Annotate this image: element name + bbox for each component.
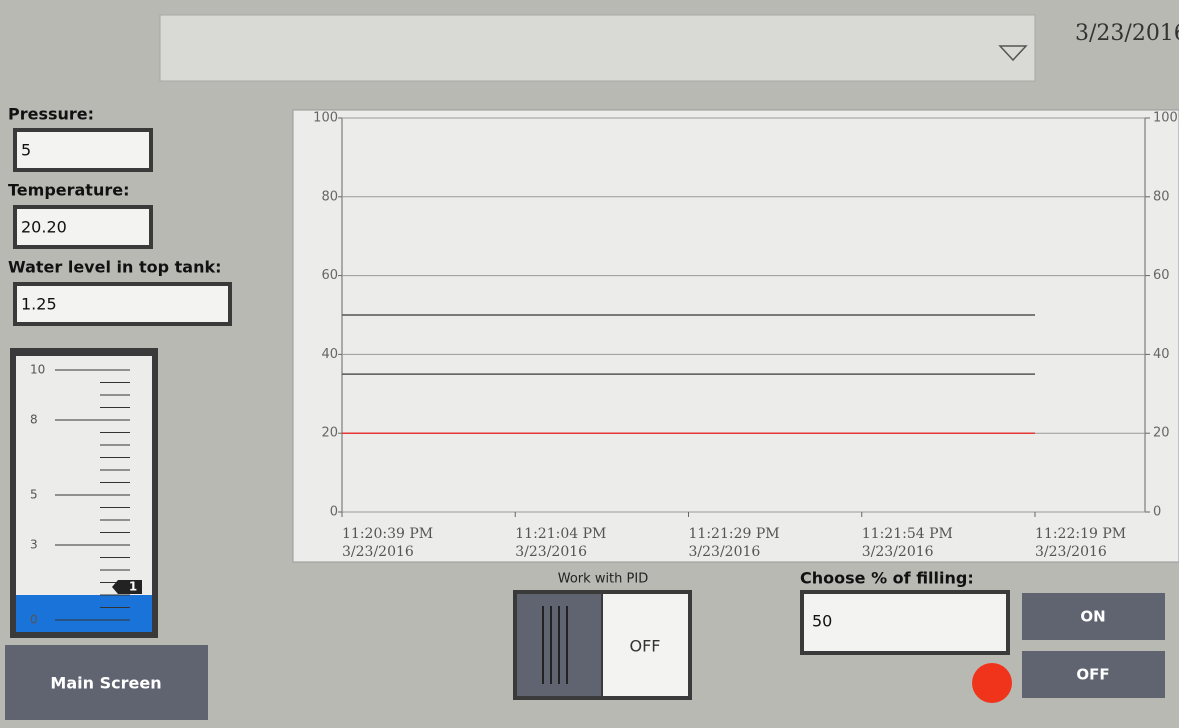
- pid-state: OFF: [630, 637, 661, 656]
- field-value: 5: [21, 141, 31, 160]
- tank-tick-label: 10: [30, 363, 45, 377]
- y-tick-label: 100: [313, 111, 338, 126]
- x-tick-date: 3/23/2016: [689, 544, 761, 560]
- field-body: [17, 132, 149, 168]
- y-tick-label: 40: [321, 347, 338, 362]
- y2-tick-label: 40: [1153, 347, 1170, 362]
- field-value: 20.20: [21, 218, 67, 237]
- status-lamp: [972, 663, 1012, 703]
- x-tick-date: 3/23/2016: [1035, 544, 1107, 560]
- button-label: Main Screen: [50, 674, 161, 693]
- tank-tick-label: 0: [30, 613, 38, 627]
- y-tick-label: 60: [321, 268, 338, 283]
- button-label: OFF: [1076, 666, 1109, 684]
- x-tick-label: 11:21:54 PM: [862, 526, 953, 542]
- chart-panel: [293, 110, 1179, 562]
- field-label: Temperature:: [8, 181, 129, 200]
- field-label: Water level in top tank:: [8, 258, 222, 277]
- y-tick-label: 0: [330, 505, 338, 520]
- filling-label: Choose % of filling:: [800, 569, 974, 588]
- y-tick-label: 80: [321, 189, 338, 204]
- filling-value: 50: [812, 612, 832, 631]
- pid-label: Work with PID: [558, 572, 648, 587]
- dropdown[interactable]: [160, 15, 1035, 81]
- y2-tick-label: 60: [1153, 268, 1170, 283]
- tank-value-label: 1: [129, 580, 137, 594]
- filling-input-body: [804, 594, 1006, 651]
- page: 3/23/2016 Pressure: 5 Temperature: 20.20 Wat…: [0, 0, 1179, 724]
- y-tick-label: 20: [321, 426, 338, 441]
- x-tick-date: 3/23/2016: [515, 544, 587, 560]
- x-tick-label: 11:21:29 PM: [689, 526, 780, 542]
- x-tick-label: 11:22:19 PM: [1035, 526, 1126, 542]
- y2-tick-label: 20: [1153, 426, 1170, 441]
- hmi-screen: 3/23/2016 Pressure: 5 Temperature: 20.20 Wat…: [0, 0, 1179, 724]
- tank-tick-label: 8: [30, 413, 38, 427]
- field-label: Pressure:: [8, 105, 94, 124]
- y2-tick-label: 100: [1153, 111, 1178, 126]
- x-tick-label: 11:21:04 PM: [515, 526, 606, 542]
- button-label: ON: [1080, 608, 1105, 626]
- field-value: 1.25: [21, 295, 57, 314]
- tank-marker: [112, 580, 142, 594]
- tank-tick-label: 3: [30, 538, 38, 552]
- x-tick-label: 11:20:39 PM: [342, 526, 433, 542]
- x-tick-date: 3/23/2016: [862, 544, 934, 560]
- x-tick-date: 3/23/2016: [342, 544, 414, 560]
- date: 3/23/2016: [1075, 21, 1179, 46]
- y2-tick-label: 80: [1153, 189, 1170, 204]
- tank-tick-label: 5: [30, 488, 38, 502]
- y2-tick-label: 0: [1153, 505, 1161, 520]
